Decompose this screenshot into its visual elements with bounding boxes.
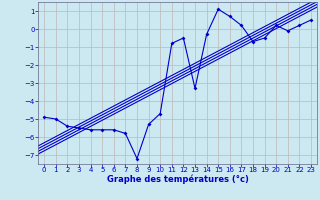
X-axis label: Graphe des températures (°c): Graphe des températures (°c) (107, 175, 249, 184)
